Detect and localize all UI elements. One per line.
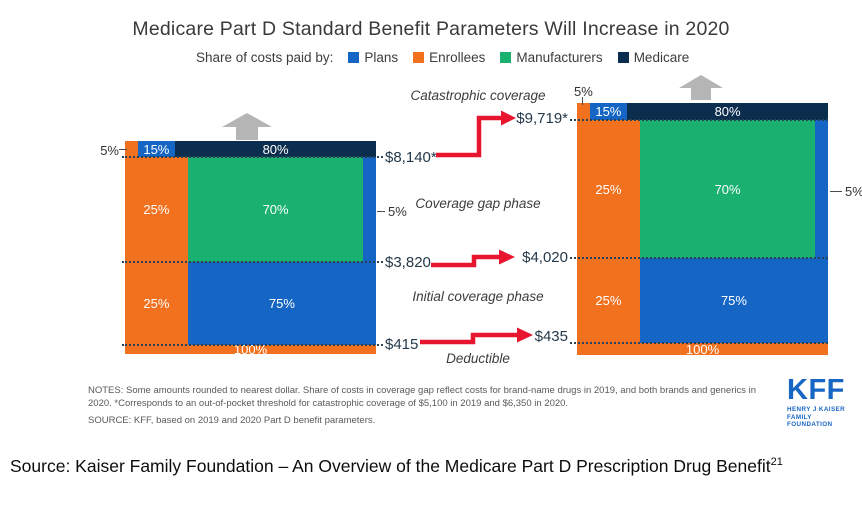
segment-label: 25% bbox=[595, 293, 622, 308]
threshold-2020-catastrophic: $9,719* bbox=[516, 110, 568, 127]
bar-2019-deductible-band: 100% bbox=[125, 342, 376, 357]
phase-label-deductible: Deductible bbox=[446, 351, 510, 366]
seg-2019-init-plans: 75% bbox=[187, 262, 376, 345]
notes-block: NOTES: Some amounts rounded to nearest d… bbox=[88, 384, 772, 430]
bar-2020-gap-band: 25% 70% bbox=[577, 120, 828, 258]
dotted-line-2020-deductible bbox=[570, 342, 828, 344]
legend-item-label: Manufacturers bbox=[516, 50, 603, 65]
plans-swatch-icon bbox=[348, 52, 360, 63]
seg-2019-cat-medicare: 80% bbox=[175, 141, 376, 157]
bar-2020-catastrophic-band: 15% 80% bbox=[577, 103, 828, 120]
legend-item-label: Enrollees bbox=[429, 50, 486, 65]
legend-item-plans: Plans bbox=[348, 50, 398, 65]
kff-logo: KFF HENRY J KAISER FAMILY FOUNDATION bbox=[787, 374, 859, 430]
callout-2019-catastrophic-enrollees: 5% bbox=[100, 143, 119, 158]
dotted-line-2019-deductible bbox=[122, 344, 383, 346]
threshold-2019-gap: $3,820 bbox=[385, 254, 431, 271]
seg-2019-init-enrollees: 25% bbox=[125, 262, 188, 345]
seg-2019-cat-enrollees bbox=[125, 141, 138, 157]
seg-2019-gap-manufacturers: 70% bbox=[187, 157, 364, 262]
citation-text: Source: Kaiser Family Foundation – An Ov… bbox=[10, 456, 771, 476]
segment-label: 70% bbox=[714, 181, 741, 197]
callout-2020-catastrophic-enrollees: 5% bbox=[574, 84, 593, 99]
segment-label: 100% bbox=[685, 341, 720, 357]
medicare-swatch-icon bbox=[617, 52, 629, 63]
chart-title: Medicare Part D Standard Benefit Paramet… bbox=[132, 18, 730, 40]
legend-item-label: Medicare bbox=[633, 50, 690, 65]
dotted-line-2019-gap bbox=[122, 261, 383, 263]
threshold-2019-deductible: $415 bbox=[385, 336, 419, 353]
seg-2019-gap-plans bbox=[363, 157, 376, 262]
seg-2020-cat-medicare: 80% bbox=[627, 103, 828, 120]
notes-source: SOURCE: KFF, based on 2019 and 2020 Part… bbox=[88, 414, 376, 426]
segment-label: 70% bbox=[262, 202, 289, 217]
callout-dash-2019-catastrophic bbox=[119, 149, 127, 150]
seg-2020-gap-plans bbox=[815, 120, 828, 258]
seg-2019-cat-plans: 15% bbox=[137, 141, 176, 157]
segment-label: 25% bbox=[595, 181, 622, 197]
callout-tick-2020-catastrophic bbox=[582, 97, 583, 105]
seg-2019-deductible-enrollees: 100% bbox=[125, 342, 376, 357]
kff-logo-subline-2: FAMILY FOUNDATION bbox=[787, 413, 833, 429]
segment-label: 80% bbox=[262, 141, 289, 157]
document-citation: Source: Kaiser Family Foundation – An Ov… bbox=[10, 449, 810, 485]
increase-arrow-deductible bbox=[420, 332, 517, 345]
segment-label: 75% bbox=[720, 293, 747, 308]
legend: Share of costs paid by: Plans Enrollees … bbox=[196, 50, 689, 65]
legend-item-manufacturers: Manufacturers bbox=[500, 50, 603, 65]
threshold-2020-deductible: $435 bbox=[534, 328, 568, 345]
segment-label: 80% bbox=[714, 104, 741, 119]
manufacturers-swatch-icon bbox=[500, 52, 512, 63]
bar-2019-gap-band: 25% 70% bbox=[125, 157, 376, 262]
dotted-line-2019-catastrophic bbox=[122, 156, 383, 158]
bar-2020-deductible-band: 100% bbox=[577, 341, 828, 357]
callout-2019-gap-plans: 5% bbox=[388, 204, 407, 219]
kff-logo-subline-1: HENRY J KAISER bbox=[787, 405, 846, 413]
kff-logo-text: KFF bbox=[787, 374, 845, 406]
callout-dash-2020-gap bbox=[830, 191, 842, 192]
seg-2020-init-plans: 75% bbox=[639, 258, 828, 343]
seg-2019-gap-enrollees: 25% bbox=[125, 157, 188, 262]
seg-2020-gap-manufacturers: 70% bbox=[639, 120, 816, 258]
increase-arrow-gap bbox=[431, 254, 499, 268]
callout-2020-gap-plans: 5% bbox=[845, 184, 862, 199]
legend-item-medicare: Medicare bbox=[617, 50, 690, 65]
segment-label: 25% bbox=[143, 296, 170, 311]
dotted-line-2020-gap bbox=[570, 257, 828, 259]
increase-arrow-catastrophic bbox=[436, 115, 501, 158]
phase-label-gap: Coverage gap phase bbox=[415, 196, 541, 211]
legend-item-label: Plans bbox=[364, 50, 399, 65]
notes-text: NOTES: Some amounts rounded to nearest d… bbox=[88, 385, 757, 410]
enrollees-swatch-icon bbox=[413, 52, 425, 63]
segment-label: 25% bbox=[143, 202, 170, 217]
segment-label: 15% bbox=[143, 141, 170, 157]
up-arrow-icon-2019 bbox=[222, 113, 272, 140]
citation-footnote-number: 21 bbox=[770, 456, 783, 469]
segment-label: 75% bbox=[268, 296, 295, 311]
seg-2020-gap-enrollees: 25% bbox=[577, 120, 640, 258]
legend-item-enrollees: Enrollees bbox=[413, 50, 485, 65]
legend-label: Share of costs paid by: bbox=[196, 50, 334, 65]
dotted-line-2020-catastrophic bbox=[570, 119, 828, 121]
seg-2020-init-enrollees: 25% bbox=[577, 258, 640, 343]
kff-logo-subtext: HENRY J KAISER FAMILY FOUNDATION bbox=[787, 406, 859, 430]
phase-label-catastrophic: Catastrophic coverage bbox=[410, 88, 546, 103]
segment-label: 15% bbox=[595, 104, 622, 119]
bar-2019-catastrophic-band: 15% 80% bbox=[125, 141, 376, 157]
phase-label-initial: Initial coverage phase bbox=[412, 289, 544, 304]
seg-2020-deductible-enrollees: 100% bbox=[577, 341, 828, 357]
up-arrow-icon-2020 bbox=[679, 75, 723, 100]
threshold-2019-catastrophic: $8,140* bbox=[385, 149, 437, 166]
seg-2020-cat-enrollees bbox=[577, 103, 590, 120]
threshold-2020-gap: $4,020 bbox=[522, 249, 568, 266]
bar-2019-initial-band: 25% 75% bbox=[125, 262, 376, 345]
bar-2020-initial-band: 25% 75% bbox=[577, 258, 828, 343]
seg-2020-cat-plans: 15% bbox=[589, 103, 628, 120]
callout-dash-2019-gap bbox=[377, 211, 385, 212]
